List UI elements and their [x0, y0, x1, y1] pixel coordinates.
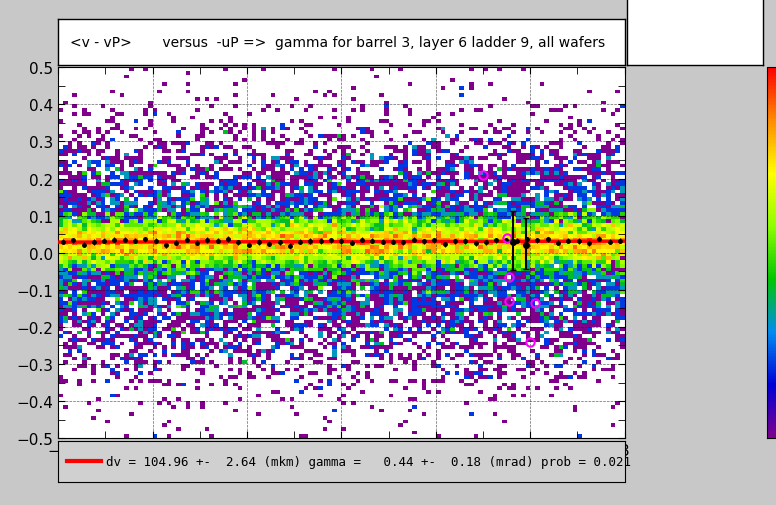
X-axis label: ../Pass54_NoFieldPlotsG40GNFP25rCut0.5cm.root: ../Pass54_NoFieldPlotsG40GNFP25rCut0.5cm…: [171, 464, 512, 478]
Text: dv = 104.96 +-  2.64 (mkm) gamma =   0.44 +-  0.18 (mrad) prob = 0.021: dv = 104.96 +- 2.64 (mkm) gamma = 0.44 +…: [106, 455, 632, 468]
Text: <v - vP>       versus  -uP =>  gamma for barrel 3, layer 6 ladder 9, all wafers: <v - vP> versus -uP => gamma for barrel …: [70, 36, 605, 50]
